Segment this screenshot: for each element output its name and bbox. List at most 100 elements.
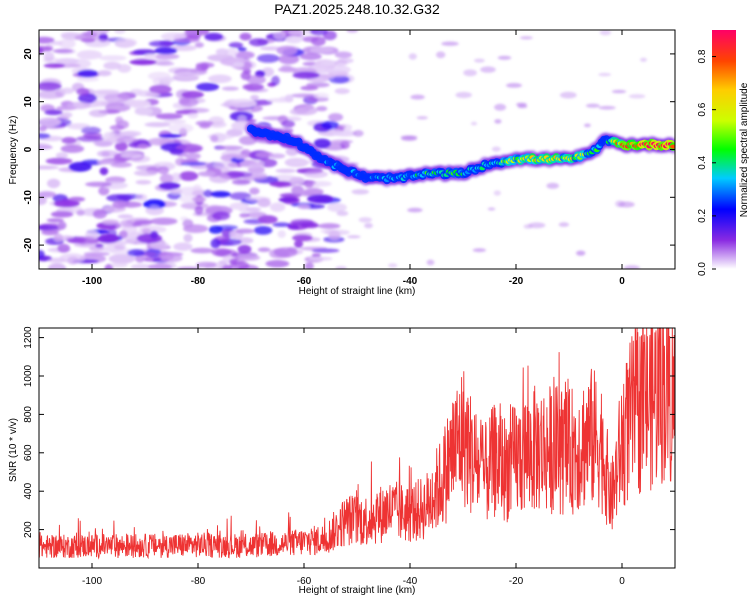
spectrogram-noise-blob: [194, 42, 204, 48]
spectrogram-noise-blob: [76, 135, 104, 142]
spectrogram-noise-blob: [271, 75, 280, 86]
spectrogram-noise-blob: [297, 204, 311, 210]
snr-x-tick-label: -20: [509, 576, 524, 587]
spectrogram-noise-blob: [158, 182, 181, 190]
spectrogram-noise-blob: [77, 69, 99, 78]
spectrogram-noise-blob: [39, 47, 44, 55]
spectrogram-noise-blob: [106, 194, 133, 202]
snr-y-tick-label: 1200: [23, 326, 34, 349]
spectrogram-noise-blob: [335, 266, 347, 269]
spectrogram-noise-blob: [336, 210, 349, 216]
spectrogram-noise-blob: [149, 241, 169, 250]
snr-x-label: Height of straight line (km): [299, 585, 416, 596]
spectrogram-noise-blob: [163, 119, 187, 124]
spectrogram-noise-blob: [173, 71, 201, 80]
spectrogram-y-tick-label: -10: [23, 190, 34, 205]
spectrogram-noise-blob: [103, 131, 116, 138]
spectrogram-y-tick-label: 0: [23, 146, 34, 152]
spectrogram-noise-blob: [169, 148, 184, 155]
spectrogram-noise-blob: [204, 32, 224, 41]
spectrogram-noise-blob: [78, 93, 98, 104]
spectrogram-noise-blob: [229, 261, 250, 269]
spectrogram-noise-blob: [60, 87, 74, 95]
spectrogram-noise-blob: [337, 124, 347, 130]
spectrogram-noise-blob: [558, 222, 570, 227]
spectrogram-noise-blob: [257, 215, 278, 224]
spectrogram-noise-blob: [197, 171, 216, 177]
spectrogram-noise-blob: [401, 136, 418, 141]
spectrogram-x-tick-label: -20: [509, 276, 524, 287]
spectrogram-noise-blob: [43, 63, 65, 69]
spectrogram-noise-blob: [215, 48, 229, 56]
spectrogram-noise-blob: [623, 265, 640, 269]
spectrogram-noise-blob: [441, 41, 459, 46]
spectrogram-noise-blob: [328, 113, 344, 122]
colorbar-tick-label: 0.8: [697, 49, 708, 63]
spectrogram-noise-blob: [211, 248, 232, 257]
spectrogram-noise-blob: [334, 88, 350, 95]
spectrogram-noise-blob: [160, 76, 175, 83]
spectrogram-noise-blob: [280, 64, 292, 70]
spectrogram-noise-blob: [237, 244, 252, 254]
spectrogram-noise-blob: [143, 199, 166, 210]
spectrogram-noise-blob: [133, 170, 158, 177]
spectrogram-noise-blob: [55, 58, 79, 65]
spectrogram-noise-blob: [135, 193, 148, 201]
spectrogram-noise-blob: [208, 74, 232, 84]
spectrogram-noise-blob: [416, 116, 428, 120]
spectrogram-noise-blob: [269, 181, 292, 187]
spectrogram-noise-blob: [203, 189, 213, 198]
spectrogram-noise-blob: [97, 159, 115, 165]
spectrogram-noise-blob: [618, 201, 635, 208]
spectrogram-noise-blob: [327, 203, 347, 212]
snr-y-ticks: 200 400 600 800 1000 1200: [23, 326, 675, 538]
spectrogram-noise-blob: [124, 236, 136, 244]
spectrogram-noise-blob: [212, 161, 238, 170]
snr-x-tick-label: -40: [403, 576, 418, 587]
colorbar: 0.0 0.2 0.4 0.6 0.8 Normalized spectral ampl…: [697, 30, 750, 276]
spectrogram-noise-blob: [67, 238, 86, 244]
spectrogram-noise-blob: [364, 223, 373, 229]
spectrogram-y-ticks: -20 -10 0 10 20: [23, 48, 675, 252]
spectrogram-noise-blob: [157, 166, 170, 175]
spectrogram-noise-blob: [289, 160, 313, 165]
spectrogram-noise-blob: [210, 135, 219, 143]
spectrogram-noise-blob: [234, 154, 248, 160]
spectrogram-noise-blob: [99, 55, 127, 61]
spectrogram-noise-blob: [318, 73, 336, 79]
spectrogram-noise-blob: [253, 226, 273, 235]
colorbar-tick-label: 0.0: [697, 262, 708, 276]
spectrogram-noise-blob: [39, 125, 47, 132]
spectrogram-noise-blob: [195, 64, 209, 72]
spectrogram-noise-blob: [99, 167, 109, 176]
spectrogram-noise-blob: [59, 112, 73, 118]
spectrogram-noise-blob: [156, 61, 175, 66]
spectrogram-noise-blob: [110, 161, 132, 168]
spectrogram-noise-blob: [311, 253, 321, 258]
spectrogram-noise-blob: [57, 221, 67, 230]
spectrogram-noise-blob: [39, 90, 64, 99]
spectrogram-noise-blob: [310, 30, 328, 36]
spectrogram-noise-blob: [129, 59, 157, 66]
spectrogram-noise-blob: [39, 250, 45, 259]
spectrogram-noise-blob: [184, 30, 210, 36]
spectrogram-noise-blob: [318, 223, 341, 229]
spectrogram-noise-blob: [120, 152, 143, 159]
spectrogram-noise-blob: [221, 86, 239, 91]
spectrogram-noise-blob: [294, 106, 318, 116]
spectrogram-noise-blob: [150, 230, 159, 239]
spectrogram-noise-blob: [313, 92, 330, 100]
spectrogram-noise-blob: [145, 91, 158, 97]
spectrogram-noise-blob: [307, 194, 334, 204]
spectrogram-noise-blob: [53, 200, 80, 208]
spectrogram-noise-blob: [291, 185, 304, 196]
spectrogram-noise-blob: [138, 225, 167, 234]
spectrogram-noise-blob: [144, 53, 157, 59]
snr-x-tick-label: 0: [619, 576, 625, 587]
spectrogram-noise-blob: [39, 36, 55, 44]
spectrogram-noise-blob: [85, 181, 112, 187]
spectrogram-noise-blob: [284, 94, 294, 103]
spectrogram-noise-blob: [281, 120, 295, 128]
spectrogram-noise-blob: [407, 207, 423, 213]
spectrogram-noise-blob: [52, 49, 74, 53]
